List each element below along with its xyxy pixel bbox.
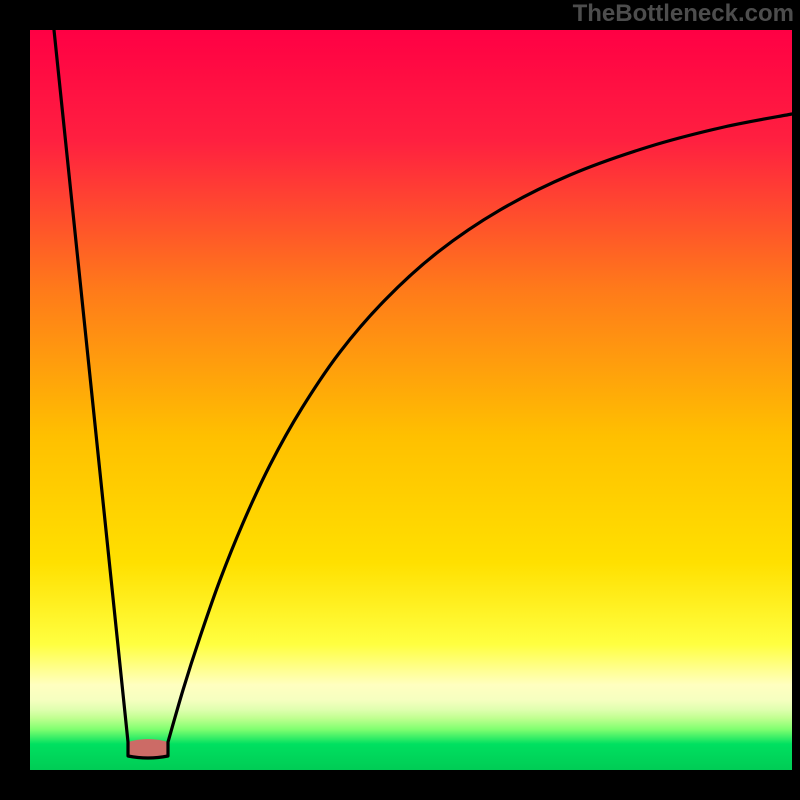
watermark-text: TheBottleneck.com: [573, 0, 794, 28]
gradient-background: [30, 30, 792, 770]
chart-svg: [0, 0, 800, 800]
notch-fill: [128, 739, 168, 758]
chart-container: TheBottleneck.com: [0, 0, 800, 800]
